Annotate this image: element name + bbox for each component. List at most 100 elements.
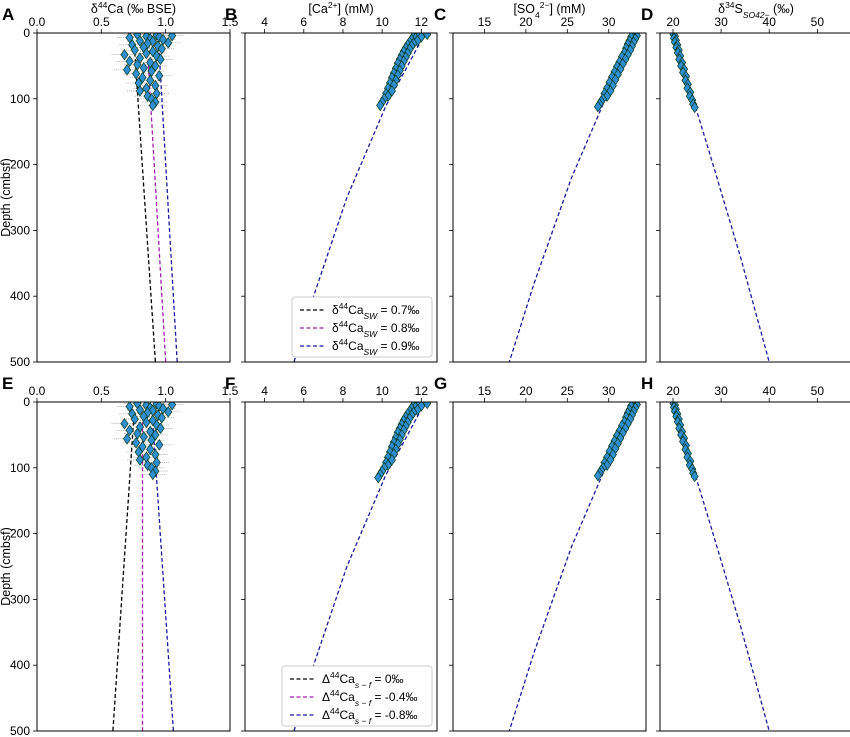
y-axis-label: Depth (cmbsf) bbox=[0, 527, 13, 606]
data-point bbox=[164, 37, 173, 49]
legend-entry: Δ44Cas − f = -0.4‰ bbox=[322, 688, 418, 708]
data-point bbox=[153, 409, 162, 421]
data-point bbox=[148, 45, 157, 58]
data-point bbox=[120, 48, 129, 61]
x-tick-label: 10 bbox=[375, 15, 389, 29]
data-point bbox=[142, 416, 151, 429]
data-point bbox=[148, 99, 157, 112]
panel-label-C: C bbox=[434, 5, 446, 24]
x-tick-label: 20 bbox=[666, 15, 680, 29]
x-tick-label: 30 bbox=[714, 15, 728, 29]
panel-label-D: D bbox=[641, 5, 653, 24]
panel-label-F: F bbox=[225, 374, 235, 393]
data-point bbox=[383, 459, 393, 471]
y-tick-label: 200 bbox=[10, 527, 30, 541]
data-point bbox=[135, 404, 144, 416]
axes-frame-F bbox=[244, 401, 438, 732]
x-tick-label: 15 bbox=[478, 15, 492, 29]
legend-entry: δ44CaSW = 0.7‰ bbox=[332, 301, 420, 321]
y-tick-label: 0 bbox=[23, 26, 30, 40]
x-tick-label: 12 bbox=[415, 15, 429, 29]
plot-area-E bbox=[111, 402, 185, 731]
data-point bbox=[153, 40, 162, 52]
x-tick-label: 25 bbox=[561, 15, 575, 29]
data-point bbox=[139, 62, 148, 74]
x-tick-label: 30 bbox=[602, 384, 616, 398]
panel-C: C [SO42−] (mM) 15 20 25 30 bbox=[434, 0, 647, 363]
x-tick-label: 1.5 bbox=[222, 384, 239, 398]
data-point bbox=[157, 42, 166, 55]
data-point bbox=[376, 99, 385, 112]
data-point bbox=[143, 406, 152, 419]
data-point bbox=[152, 419, 161, 431]
model-line-blue-A bbox=[158, 52, 178, 362]
panel-H: H 20 30 40 50 bbox=[641, 374, 850, 732]
x-tick-label: 8 bbox=[340, 384, 347, 398]
plot-area-B bbox=[293, 33, 432, 362]
plot-area-G bbox=[508, 402, 641, 731]
model-line-black-E bbox=[112, 421, 135, 731]
data-point bbox=[157, 411, 166, 424]
data-point bbox=[417, 402, 426, 412]
x-tick-label: 0.0 bbox=[29, 384, 46, 398]
plot-area-H bbox=[669, 402, 770, 731]
data-point bbox=[130, 413, 139, 425]
data-point bbox=[164, 406, 173, 418]
data-point bbox=[139, 431, 148, 443]
panel-G: G 15 20 25 30 bbox=[434, 374, 647, 732]
model-line-blue-B bbox=[293, 33, 426, 362]
y-tick-label: 200 bbox=[10, 158, 30, 172]
x-tick-label: 20 bbox=[666, 384, 680, 398]
x-tick-label: 40 bbox=[763, 384, 777, 398]
x-tick-label: 12 bbox=[415, 384, 429, 398]
data-point bbox=[423, 33, 432, 41]
axes-frame-G bbox=[452, 401, 647, 732]
plot-area-F bbox=[293, 402, 432, 731]
axes-frame-B bbox=[244, 32, 438, 363]
model-line-blue-F bbox=[293, 402, 426, 731]
axes-frame-H bbox=[659, 401, 850, 732]
x-tick-label: 0.5 bbox=[93, 384, 110, 398]
y-tick-label: 400 bbox=[10, 658, 30, 672]
x-tick-label: 4 bbox=[261, 15, 268, 29]
data-point bbox=[690, 101, 699, 114]
axes-frame-A bbox=[36, 32, 231, 363]
data-point bbox=[143, 37, 152, 50]
x-tick-label: 10 bbox=[375, 384, 389, 398]
legend-entry: Δ44Cas − f = -0.8‰ bbox=[322, 706, 418, 726]
x-axis-label-B: [Ca2+] (mM) bbox=[308, 0, 373, 16]
data-point bbox=[417, 33, 426, 43]
y-tick-label: 300 bbox=[10, 223, 30, 237]
data-point bbox=[123, 64, 132, 76]
y-tick-label: 500 bbox=[10, 724, 30, 737]
panel-label-G: G bbox=[434, 374, 447, 393]
data-point bbox=[690, 470, 699, 483]
y-tick-label: 300 bbox=[10, 592, 30, 606]
data-point bbox=[142, 451, 151, 464]
data-point bbox=[413, 404, 422, 416]
x-tick-label: 50 bbox=[811, 384, 825, 398]
panel-F: F 4 6 8 10 12 Δ44Cas − f = 0‰Δ44Cas − f = -0.4… bbox=[225, 374, 438, 732]
data-point bbox=[146, 74, 155, 87]
y-tick-label: 400 bbox=[10, 289, 30, 303]
data-point bbox=[155, 69, 164, 82]
x-axis-label-D: δ34SSO42− (‰) bbox=[718, 0, 794, 20]
panel-label-H: H bbox=[641, 374, 653, 393]
data-point bbox=[383, 90, 393, 102]
data-point bbox=[413, 35, 422, 47]
x-tick-label: 30 bbox=[602, 15, 616, 29]
data-point bbox=[155, 33, 164, 43]
x-tick-label: 1.5 bbox=[222, 15, 239, 29]
data-point bbox=[133, 58, 142, 71]
x-tick-label: 6 bbox=[300, 384, 307, 398]
x-tick-label: 0.0 bbox=[29, 15, 46, 29]
data-point bbox=[148, 468, 157, 481]
axes-frame-C bbox=[452, 32, 647, 363]
x-axis-label-C: [SO42−] (mM) bbox=[513, 0, 585, 20]
y-tick-label: 0 bbox=[23, 395, 30, 409]
data-point bbox=[423, 402, 432, 410]
data-point bbox=[155, 402, 164, 412]
legend-entry: δ44CaSW = 0.9‰ bbox=[332, 337, 420, 357]
data-point bbox=[132, 436, 141, 449]
